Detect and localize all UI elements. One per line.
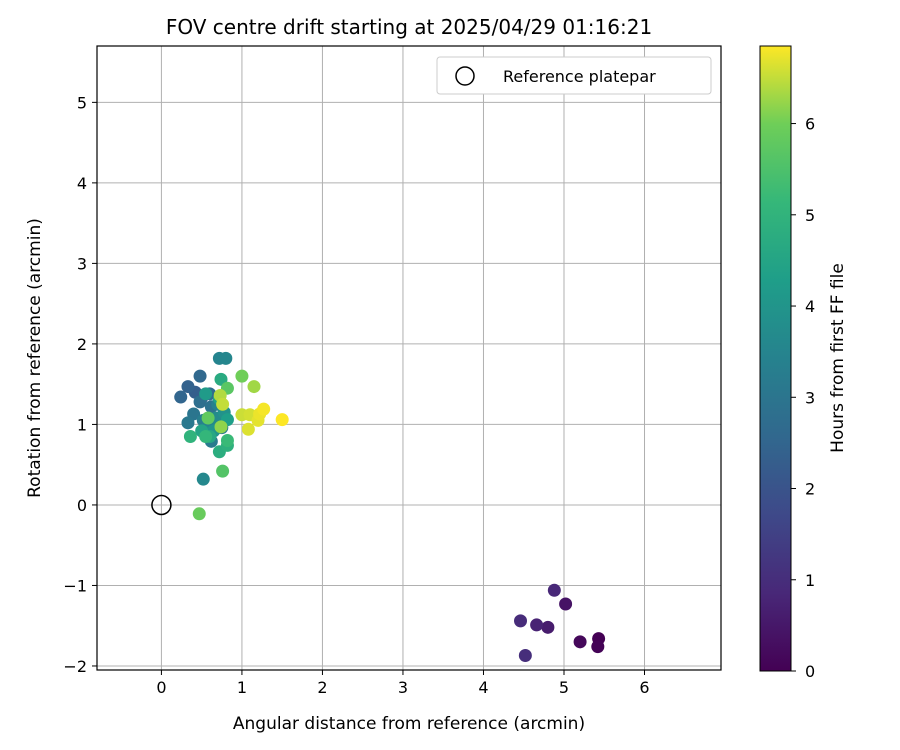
- colorbar-tick-label: 5: [805, 206, 815, 225]
- data-point: [541, 620, 555, 634]
- x-tick-label: 5: [559, 678, 569, 697]
- y-tick-label: 4: [77, 174, 87, 193]
- x-axis-label: Angular distance from reference (arcmin): [233, 714, 585, 734]
- data-point: [241, 422, 255, 436]
- y-tick-label: 0: [77, 496, 87, 515]
- chart-title: FOV centre drift starting at 2025/04/29 …: [166, 15, 652, 39]
- colorbar-tick-label: 1: [805, 571, 815, 590]
- data-point: [573, 635, 587, 649]
- data-point: [518, 649, 532, 663]
- y-tick-label: 2: [77, 335, 87, 354]
- y-tick-label: −2: [63, 657, 87, 676]
- y-tick-label: 5: [77, 93, 87, 112]
- colorbar: 0 1 2 3 4 5 6 Hours from first FF file: [759, 45, 848, 681]
- data-point: [247, 380, 261, 394]
- data-point: [530, 618, 544, 632]
- data-point: [257, 402, 271, 416]
- reference-platepar-marker: [151, 494, 172, 516]
- colorbar-label: Hours from first FF file: [828, 263, 848, 453]
- y-tick-label: −1: [63, 576, 87, 595]
- data-point: [183, 430, 197, 444]
- colorbar-ticks: 0 1 2 3 4 5 6: [791, 115, 815, 681]
- grid: [97, 46, 721, 670]
- x-tick-label: 6: [639, 678, 649, 697]
- data-point: [196, 472, 210, 486]
- plot-area-frame: [96, 45, 722, 671]
- legend-label: Reference platepar: [503, 67, 656, 86]
- x-tick-label: 4: [478, 678, 488, 697]
- data-point: [174, 390, 188, 404]
- colorbar-tick-label: 2: [805, 480, 815, 499]
- y-axis-label: Rotation from reference (arcmin): [25, 218, 45, 498]
- colorbar-tick-label: 3: [805, 388, 815, 407]
- data-point: [220, 434, 234, 448]
- data-point: [591, 640, 605, 654]
- data-points: [151, 351, 606, 663]
- data-point: [214, 420, 228, 434]
- data-point: [235, 369, 249, 383]
- colorbar-tick-label: 4: [805, 297, 815, 316]
- data-point: [201, 411, 215, 425]
- x-tick-label: 3: [398, 678, 408, 697]
- data-point: [192, 507, 206, 521]
- data-point: [275, 413, 289, 427]
- y-tick-label: 3: [77, 254, 87, 273]
- colorbar-tick-label: 6: [805, 115, 815, 134]
- legend-marker: [455, 66, 475, 86]
- data-point: [181, 416, 195, 430]
- legend-box: [436, 56, 712, 95]
- data-point: [199, 430, 213, 444]
- colorbar-tick-label: 0: [805, 662, 815, 681]
- legend: Reference platepar: [436, 56, 712, 95]
- x-tick-label: 2: [317, 678, 327, 697]
- data-point: [219, 351, 233, 365]
- axis-ticks: 0 1 2 3 4 5 6 −2 −1 0 1 2 3 4 5: [63, 93, 649, 697]
- data-point: [547, 583, 561, 597]
- x-tick-label: 1: [237, 678, 247, 697]
- data-point: [216, 397, 230, 411]
- y-tick-label: 1: [77, 415, 87, 434]
- x-tick-label: 0: [156, 678, 166, 697]
- data-point: [193, 369, 207, 383]
- colorbar-gradient: [759, 45, 792, 672]
- data-point: [181, 380, 195, 394]
- data-point: [199, 387, 213, 401]
- data-point: [559, 597, 573, 611]
- data-point: [514, 614, 528, 628]
- data-point: [216, 464, 230, 478]
